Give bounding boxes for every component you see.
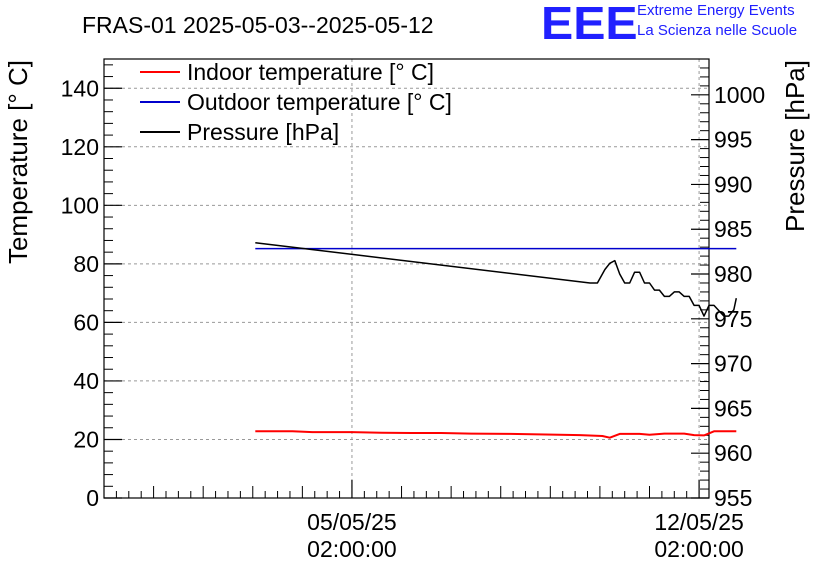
y-tick-label: 0 xyxy=(86,485,99,511)
data-series xyxy=(255,241,738,439)
legend: Indoor temperature [° C] Outdoor temperat… xyxy=(140,59,452,145)
x-tick-label-time: 02:00:00 xyxy=(307,536,397,562)
eee-logo: EEE Extreme Energy Events La Scienza nel… xyxy=(541,0,831,49)
y2-tick-label: 995 xyxy=(714,127,752,153)
legend-label-1: Outdoor temperature [° C] xyxy=(187,89,452,115)
y-tick-label: 40 xyxy=(73,368,99,394)
y2-tick-label: 985 xyxy=(714,216,752,242)
grid-lines xyxy=(104,59,709,498)
plot-frame xyxy=(103,58,710,499)
y2-tick-label: 970 xyxy=(714,351,752,377)
left-axis: 0 20 40 60 80 100 120 140 xyxy=(61,64,122,511)
y2-tick-label: 955 xyxy=(714,485,752,511)
y-tick-label: 20 xyxy=(73,426,99,452)
eee-logo-line-2: La Scienza nelle Scuole xyxy=(637,22,798,39)
y2-tick-label: 980 xyxy=(714,261,752,287)
y2-tick-label: 960 xyxy=(714,440,752,466)
y2-tick-label: 990 xyxy=(714,171,752,197)
x-tick-label-time: 02:00:00 xyxy=(654,536,744,562)
y-axis-label: Temperature [° C] xyxy=(3,60,33,264)
y-tick-label: 60 xyxy=(73,309,99,335)
x-tick-label-date: 12/05/25 xyxy=(654,509,744,535)
legend-label-0: Indoor temperature [° C] xyxy=(187,59,434,85)
series-line-0 xyxy=(255,430,737,439)
y2-tick-label: 1000 xyxy=(714,82,765,108)
x-tick-label-date: 05/05/25 xyxy=(307,509,397,535)
y-tick-label: 140 xyxy=(61,75,99,101)
legend-label-2: Pressure [hPa] xyxy=(187,119,339,145)
y-tick-label: 80 xyxy=(73,251,99,277)
chart-title: FRAS-01 2025-05-03--2025-05-12 xyxy=(82,12,434,38)
series-line-2 xyxy=(255,241,738,317)
eee-logo-line-1: Extreme Energy Events xyxy=(637,2,795,19)
y-tick-label: 100 xyxy=(61,192,99,218)
y2-tick-label: 965 xyxy=(714,395,752,421)
eee-logo-mark: EEE xyxy=(541,0,638,49)
y2-axis-label: Pressure [hPa] xyxy=(780,60,810,232)
y-tick-label: 120 xyxy=(61,134,99,160)
